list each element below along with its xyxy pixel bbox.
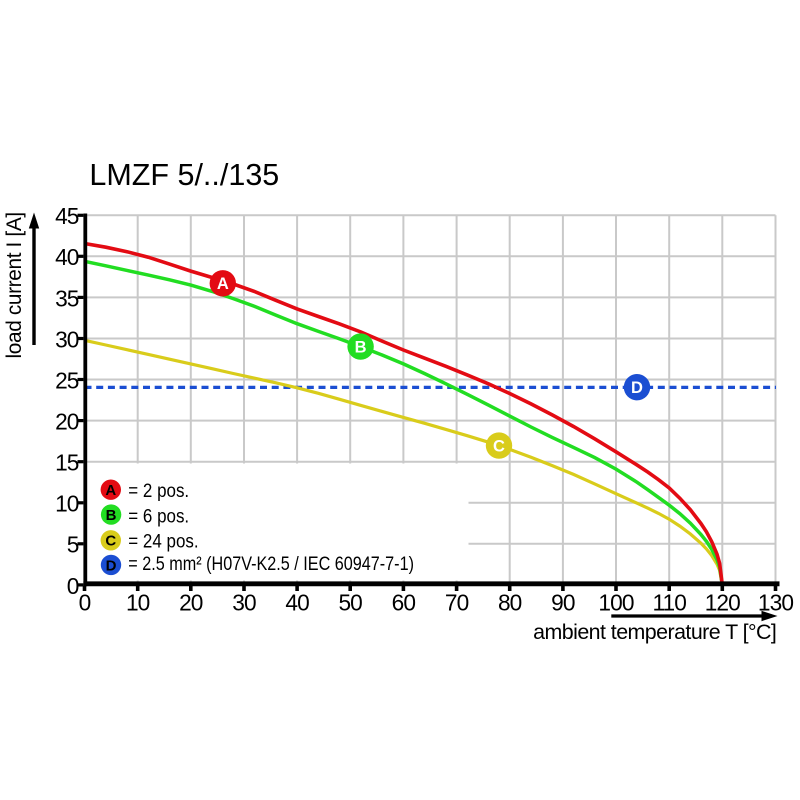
- svg-text:70: 70: [445, 590, 469, 616]
- svg-text:= 6 pos.: = 6 pos.: [128, 505, 189, 526]
- svg-text:C: C: [493, 437, 505, 455]
- svg-text:20: 20: [55, 409, 79, 435]
- svg-text:20: 20: [179, 590, 203, 616]
- svg-text:35: 35: [55, 285, 79, 311]
- svg-text:40: 40: [55, 244, 79, 270]
- svg-text:0: 0: [67, 573, 79, 599]
- svg-text:B: B: [355, 338, 367, 356]
- svg-text:A: A: [217, 275, 229, 293]
- svg-text:50: 50: [338, 590, 362, 616]
- svg-text:60: 60: [392, 590, 416, 616]
- svg-text:= 2 pos.: = 2 pos.: [128, 480, 189, 501]
- svg-text:ambient temperature T [°C]: ambient temperature T [°C]: [533, 620, 776, 644]
- svg-text:10: 10: [126, 590, 150, 616]
- svg-text:= 24 pos.: = 24 pos.: [128, 531, 198, 552]
- svg-text:D: D: [106, 557, 117, 574]
- svg-text:= 2.5 mm² (H07V-K2.5 / IEC 609: = 2.5 mm² (H07V-K2.5 / IEC 60947-7-1): [128, 553, 414, 575]
- svg-text:45: 45: [55, 203, 79, 229]
- svg-text:D: D: [631, 379, 643, 397]
- svg-text:0: 0: [79, 590, 91, 616]
- svg-text:30: 30: [55, 326, 79, 352]
- svg-text:10: 10: [55, 491, 79, 517]
- svg-text:15: 15: [55, 450, 79, 476]
- svg-text:110: 110: [652, 590, 686, 616]
- svg-text:80: 80: [498, 590, 522, 616]
- svg-text:A: A: [105, 482, 116, 499]
- svg-text:90: 90: [551, 590, 575, 616]
- svg-text:load current I [A]: load current I [A]: [3, 212, 26, 358]
- svg-text:25: 25: [55, 367, 79, 393]
- svg-text:C: C: [105, 533, 116, 550]
- svg-text:LMZF 5/../135: LMZF 5/../135: [89, 158, 279, 192]
- svg-text:120: 120: [705, 590, 740, 616]
- svg-text:100: 100: [598, 590, 633, 616]
- svg-text:5: 5: [67, 532, 79, 558]
- svg-text:B: B: [106, 507, 117, 524]
- svg-text:30: 30: [232, 590, 256, 616]
- svg-text:40: 40: [285, 590, 309, 616]
- svg-text:130: 130: [758, 590, 793, 616]
